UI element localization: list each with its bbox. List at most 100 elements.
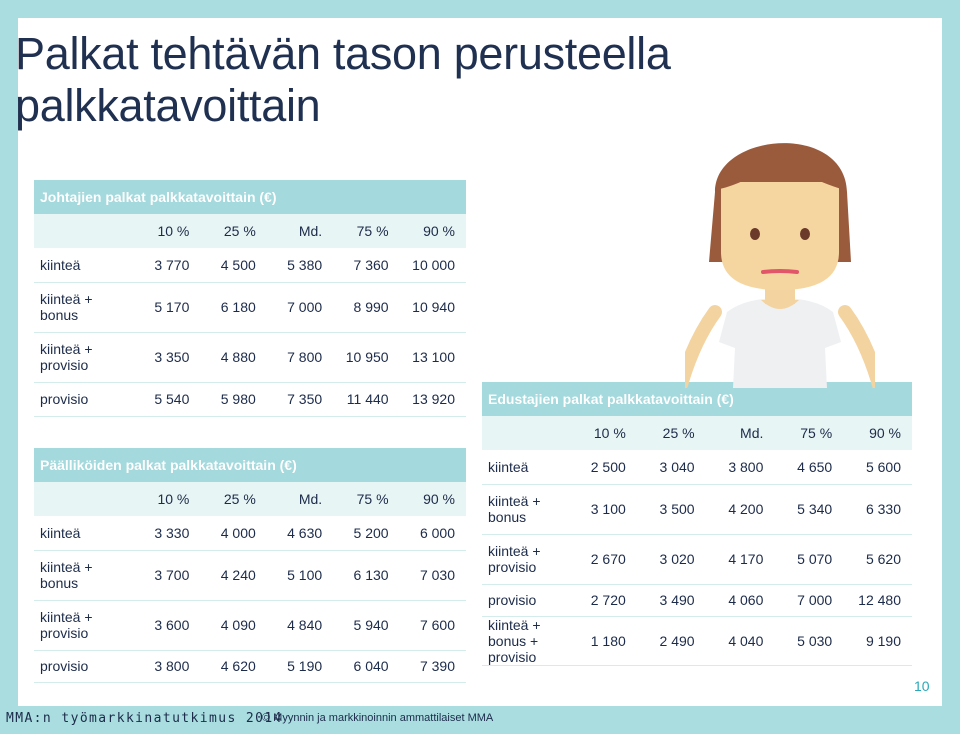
table-cell: 7 350 xyxy=(266,382,334,417)
table-cell: 12 480 xyxy=(843,584,912,617)
row-label: kiinteä + provisio xyxy=(34,332,134,383)
table-cell: 4 650 xyxy=(774,450,844,485)
table-cell: 3 500 xyxy=(636,484,706,535)
table-cell: 4 630 xyxy=(266,516,334,551)
table-cell: 4 200 xyxy=(705,484,775,535)
woman-illustration xyxy=(685,143,875,388)
table-row: kiinteä 2 500 3 040 3 800 4 650 5 600 xyxy=(482,450,912,485)
table-row: kiinteä + bonus + provisio 1 180 2 490 4 04… xyxy=(482,616,912,666)
table-cell: 4 620 xyxy=(200,650,267,683)
table-cell: 11 440 xyxy=(333,382,400,417)
table-cell: 2 500 xyxy=(568,450,637,485)
table-cell: 4 060 xyxy=(705,584,775,617)
table-cell: 4 170 xyxy=(705,534,775,585)
table-caption: Johtajien palkat palkkatavoittain (€) xyxy=(34,180,466,214)
table-cell: 3 350 xyxy=(134,332,201,383)
table-cell: 4 880 xyxy=(200,332,267,383)
table-cell: 3 800 xyxy=(705,450,775,485)
table-cell: 7 390 xyxy=(399,650,466,683)
table-cell: 3 040 xyxy=(636,450,706,485)
col-header: 10 % xyxy=(134,214,201,248)
row-label: kiinteä + bonus + provisio xyxy=(482,616,568,666)
table-cell: 5 170 xyxy=(134,282,201,333)
table-header-row: 10 % 25 % Md. 75 % 90 % xyxy=(482,416,912,450)
table-caption: Edustajien palkat palkkatavoittain (€) xyxy=(482,382,912,416)
table-row: provisio 3 800 4 620 5 190 6 040 7 390 xyxy=(34,650,466,683)
page-title: Palkat tehtävän tason perusteella palkka… xyxy=(15,28,671,131)
row-label: kiinteä + bonus xyxy=(34,550,134,601)
table-cell: 5 070 xyxy=(774,534,844,585)
row-label: kiinteä + bonus xyxy=(34,282,134,333)
col-header: 10 % xyxy=(568,416,637,450)
col-header: 90 % xyxy=(399,482,466,516)
table-cell: 7 360 xyxy=(333,248,400,283)
table-cell: 6 180 xyxy=(200,282,267,333)
table-cell: 5 190 xyxy=(266,650,334,683)
table-cell: 6 330 xyxy=(843,484,912,535)
johtajat-salary-table: Johtajien palkat palkkatavoittain (€) 10… xyxy=(34,180,466,417)
table-cell: 10 000 xyxy=(399,248,466,283)
table-cell: 5 030 xyxy=(774,616,844,666)
col-header: 25 % xyxy=(200,214,267,248)
table-cell: 9 190 xyxy=(843,616,912,666)
table-row: kiinteä 3 330 4 000 4 630 5 200 6 000 xyxy=(34,516,466,551)
table-row: kiinteä + provisio 3 600 4 090 4 840 5 940 7 … xyxy=(34,600,466,651)
table-row: provisio 2 720 3 490 4 060 7 000 12 480 xyxy=(482,584,912,617)
footer-copyright: © Myynnin ja markkinoinnin ammattilaiset… xyxy=(262,712,494,724)
table-cell: 3 490 xyxy=(636,584,706,617)
paallikot-salary-table: Päälliköiden palkat palkkatavoittain (€)… xyxy=(34,448,466,683)
row-label: kiinteä xyxy=(34,248,134,283)
page-number: 10 xyxy=(914,678,930,694)
table-cell: 7 800 xyxy=(266,332,334,383)
row-label: provisio xyxy=(34,650,134,683)
table-cell: 4 090 xyxy=(200,600,267,651)
table-cell: 4 000 xyxy=(200,516,267,551)
table-cell: 7 000 xyxy=(774,584,844,617)
table-cell: 5 940 xyxy=(333,600,400,651)
row-label: provisio xyxy=(482,584,568,617)
table-cell: 6 130 xyxy=(333,550,400,601)
table-row: kiinteä + provisio 3 350 4 880 7 800 10 950 1… xyxy=(34,332,466,383)
table-cell: 4 500 xyxy=(200,248,267,283)
table-cell: 5 100 xyxy=(266,550,334,601)
table-cell: 7 030 xyxy=(399,550,466,601)
table-header-row: 10 % 25 % Md. 75 % 90 % xyxy=(34,482,466,516)
table-cell: 5 540 xyxy=(134,382,201,417)
col-header: Md. xyxy=(266,482,334,516)
table-cell: 7 600 xyxy=(399,600,466,651)
col-header: 75 % xyxy=(333,482,400,516)
edustajat-salary-table: Edustajien palkat palkkatavoittain (€) 1… xyxy=(482,382,912,666)
row-label: kiinteä xyxy=(34,516,134,551)
table-cell: 5 980 xyxy=(200,382,267,417)
table-row: kiinteä + bonus 3 100 3 500 4 200 5 340 6 330 xyxy=(482,484,912,535)
table-cell: 4 240 xyxy=(200,550,267,601)
col-header: 25 % xyxy=(200,482,267,516)
table-cell: 3 330 xyxy=(134,516,201,551)
table-cell: 13 920 xyxy=(399,382,466,417)
table-row: kiinteä + bonus 3 700 4 240 5 100 6 130 7 030 xyxy=(34,550,466,601)
table-header-row: 10 % 25 % Md. 75 % 90 % xyxy=(34,214,466,248)
col-header: Md. xyxy=(705,416,775,450)
row-label: provisio xyxy=(34,382,134,417)
table-cell: 2 490 xyxy=(636,616,706,666)
table-cell: 3 600 xyxy=(134,600,201,651)
table-cell: 3 100 xyxy=(568,484,637,535)
table-cell: 4 040 xyxy=(705,616,775,666)
table-cell: 1 180 xyxy=(568,616,637,666)
table-row: kiinteä + provisio 2 670 3 020 4 170 5 070 5 … xyxy=(482,534,912,585)
table-cell: 10 950 xyxy=(333,332,400,383)
row-label: kiinteä + provisio xyxy=(34,600,134,651)
footer-survey: MMA:n työmarkkinatutkimus 2014 xyxy=(6,711,283,726)
table-cell: 5 380 xyxy=(266,248,334,283)
col-header: 10 % xyxy=(134,482,201,516)
row-label: kiinteä + bonus xyxy=(482,484,568,535)
table-cell: 6 000 xyxy=(399,516,466,551)
table-cell: 5 340 xyxy=(774,484,844,535)
col-header: 75 % xyxy=(774,416,844,450)
col-header: 90 % xyxy=(399,214,466,248)
table-cell: 5 600 xyxy=(843,450,912,485)
table-cell: 2 670 xyxy=(568,534,637,585)
table-cell: 5 620 xyxy=(843,534,912,585)
table-cell: 10 940 xyxy=(399,282,466,333)
row-label: kiinteä xyxy=(482,450,568,485)
